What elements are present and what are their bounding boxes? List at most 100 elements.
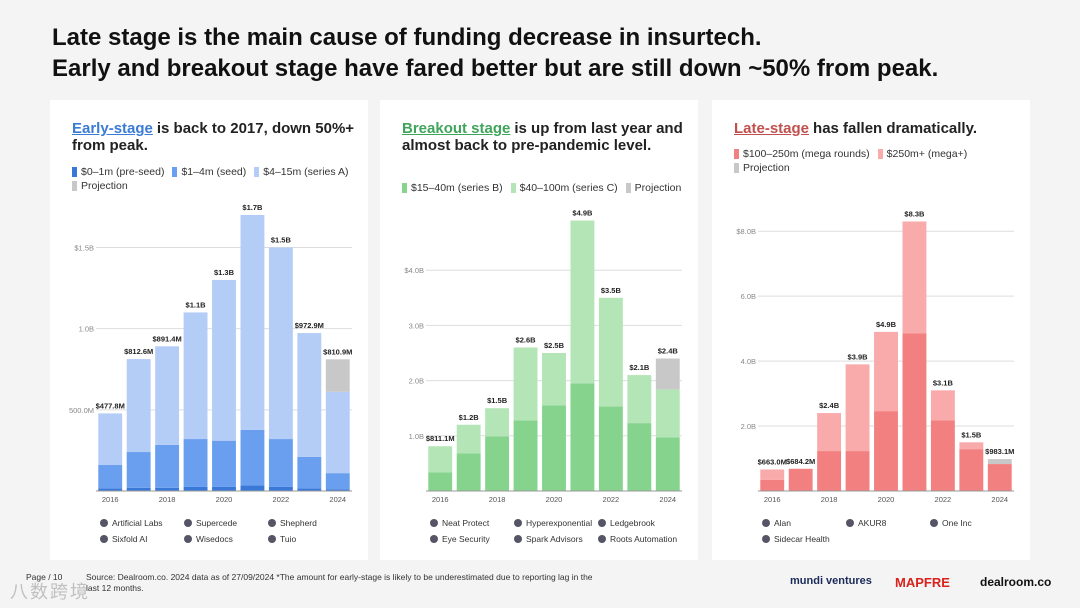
x-tick-label: 2024 <box>991 495 1008 504</box>
chart-title: Breakout stage is up from last year and a… <box>402 120 692 154</box>
bar-segment <box>98 488 123 491</box>
company-name: Tuio <box>280 534 297 544</box>
legend-item: $40–100m (series C) <box>510 182 618 194</box>
bar-segment <box>485 436 510 491</box>
title-text: has fallen dramatically. <box>813 120 977 137</box>
bar-segment <box>456 453 481 491</box>
x-tick-label: 2020 <box>216 495 233 504</box>
y-tick-label: 2.0B <box>409 377 424 386</box>
bar-segment <box>212 440 236 487</box>
total-label: $2.4B <box>819 401 840 410</box>
company-icon <box>846 519 854 527</box>
legend-swatch <box>877 149 883 159</box>
company-name: Hyperexponential <box>526 518 593 528</box>
company: Tuio <box>268 534 352 544</box>
chart-panel: Late-stage has fallen dramatically. $100–2… <box>712 100 1030 560</box>
y-tick-label: 4.0B <box>741 357 756 366</box>
y-tick-label: 1.0B <box>409 432 424 441</box>
legend-swatch <box>510 183 516 193</box>
total-label: $3.5B <box>601 286 622 295</box>
chart: 500.0M 1.0B $1.5B $477.8M 2016 $812.6M$891.4M… <box>69 203 352 504</box>
y-tick-label: 1.0B <box>79 325 94 334</box>
legend-label: $4–15m (series A) <box>263 166 349 178</box>
company: Sidecar Health <box>762 534 846 544</box>
total-label: $477.8M <box>96 401 125 410</box>
legend-swatch <box>402 183 407 193</box>
legend: $15–40m (series B) $40–100m (series C) Pro… <box>402 182 682 194</box>
legend-label: $0–1m (pre-seed) <box>81 166 165 178</box>
bar-segment <box>817 451 842 491</box>
bar-segment <box>325 359 350 392</box>
legend-swatch <box>734 163 739 173</box>
legend-item: Projection <box>625 182 682 194</box>
company-icon <box>268 535 276 543</box>
total-label: $972.9M <box>295 321 324 330</box>
company-icon <box>100 535 108 543</box>
total-label: $684.2M <box>786 457 815 466</box>
bar-segment <box>98 413 123 466</box>
bar-segment <box>570 383 595 491</box>
company-icon <box>430 535 438 543</box>
bar-segment <box>845 364 870 452</box>
bar-segment <box>126 359 151 453</box>
x-tick-label: 2018 <box>821 495 838 504</box>
company-icon <box>184 519 192 527</box>
bar-segment <box>297 456 322 489</box>
bar-segment <box>655 437 680 491</box>
bar-segment <box>542 353 566 406</box>
total-label: $2.4B <box>658 347 679 356</box>
company: Eye Security <box>430 534 514 544</box>
y-tick-label: $8.0B <box>736 227 756 236</box>
total-label: $983.1M <box>985 447 1014 456</box>
total-label: $2.6B <box>516 335 537 344</box>
bar-segment <box>930 390 955 421</box>
legend-label: Projection <box>634 182 682 194</box>
company: Sixfold AI <box>100 534 184 544</box>
total-label: $812.6M <box>124 347 153 356</box>
bar-segment <box>126 452 151 488</box>
x-tick-label: 2024 <box>659 495 676 504</box>
bar-segment <box>268 247 293 440</box>
legend-item: $1–4m (seed) <box>172 166 246 178</box>
company: Roots Automation <box>598 534 682 544</box>
bar-segment <box>788 468 813 491</box>
legend-item: $4–15m (series A) <box>254 166 348 178</box>
total-label: $811.1M <box>426 434 455 443</box>
bar-segment <box>655 358 680 390</box>
company: Spark Advisors <box>514 534 598 544</box>
y-tick-label: $4.0B <box>404 266 424 275</box>
legend-item: $0–1m (pre-seed) <box>72 166 164 178</box>
total-label: $1.1B <box>186 300 207 309</box>
y-tick-label: $1.5B <box>74 243 94 252</box>
company-name: Artificial Labs <box>112 518 163 528</box>
legend-label: $15–40m (series B) <box>411 182 503 194</box>
legend-label: $100–250m (mega rounds) <box>743 148 870 160</box>
bar-segment <box>513 420 538 491</box>
company: Artificial Labs <box>100 518 184 528</box>
bar-segment <box>570 220 595 384</box>
total-label: $2.1B <box>629 363 650 372</box>
bar-segment <box>268 486 293 491</box>
company-icon <box>268 519 276 527</box>
legend-item: $250m+ (mega+) <box>877 148 967 160</box>
bar-segment <box>240 215 265 430</box>
bar-segment <box>325 489 350 491</box>
bar-segment <box>930 420 955 491</box>
legend-swatch <box>254 167 260 177</box>
company-name: Roots Automation <box>610 534 678 544</box>
company-icon <box>598 535 606 543</box>
bar-segment <box>817 413 842 452</box>
company-icon <box>930 519 938 527</box>
bar-segment <box>456 424 481 454</box>
company: AKUR8 <box>846 518 930 528</box>
total-label: $810.9M <box>323 347 352 356</box>
company-name: AKUR8 <box>858 518 887 528</box>
bar-segment <box>598 297 623 407</box>
legend-item: $100–250m (mega rounds) <box>734 148 870 160</box>
chart: 2.0B 4.0B 6.0B $8.0B $663.0M 2016 $684.2M $2.4B… <box>736 209 1014 504</box>
x-tick-label: 2016 <box>102 495 119 504</box>
bar-segment <box>126 487 151 491</box>
source-note: Source: Dealroom.co. 2024 data as of 27/… <box>86 572 593 593</box>
company: Hyperexponential <box>514 518 598 528</box>
